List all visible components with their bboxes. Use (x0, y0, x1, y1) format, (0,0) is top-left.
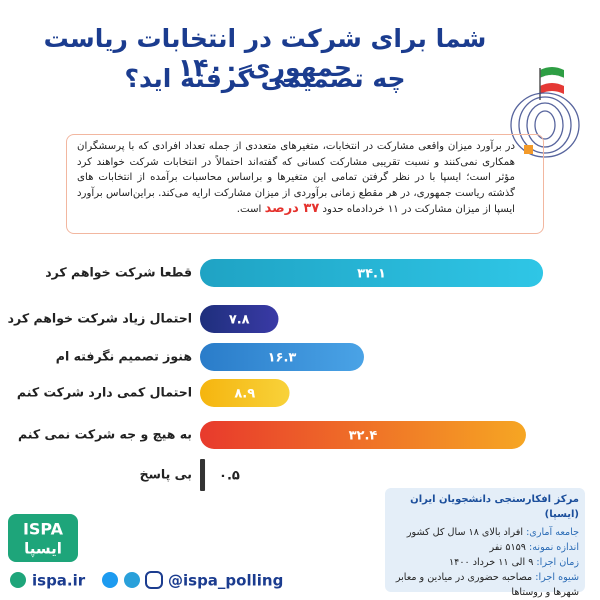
note-box: در برآورد میزان واقعی مشارکت در انتخابات… (66, 134, 544, 234)
info-box: مرکز افکارسنجی دانشجویان ایران (ایسپا) ج… (385, 488, 585, 598)
info-label: اندازه نمونه: (529, 542, 579, 553)
category-label: هنوز تصمیم نگرفته ام (56, 349, 192, 365)
value-label: ۳۴.۱ (357, 267, 386, 282)
category-label: احتمال کمی دارد شرکت کنم (17, 385, 192, 400)
bar (200, 379, 290, 407)
note-text: در برآورد میزان واقعی مشارکت در انتخابات… (77, 141, 515, 199)
instagram-icon (145, 571, 163, 589)
logo-latin: ISPA (23, 520, 64, 539)
twitter-icon (102, 572, 118, 588)
category-label: احتمال زیاد شرکت خواهم کرد (8, 311, 192, 326)
info-value: افراد بالای ۱۸ سال کل کشور (406, 527, 524, 538)
bar (200, 421, 526, 449)
info-title: مرکز افکارسنجی دانشجویان ایران (ایسپا) (410, 494, 579, 520)
value-label: ۳۲.۴ (349, 429, 378, 444)
value-label: ۰.۵ (219, 469, 240, 484)
info-row: اندازه نمونه: ۵۱۵۹ نفر (391, 540, 579, 555)
logo-persian: ایسپا (24, 540, 62, 559)
info-row: جامعه آماری: افراد بالای ۱۸ سال کل کشور (391, 525, 579, 540)
info-label: زمان اجرا: (536, 557, 579, 568)
site: ispa.ir (32, 572, 86, 590)
telegram-icon (124, 572, 140, 588)
info-value: مصاحبه حضوری در میادین و معابر شهرها و ر… (395, 572, 579, 598)
note-conclusion: براین‌اساس برآورد ایسپا از میزان مشارکت … (77, 187, 515, 216)
flag-icon (510, 67, 580, 158)
info-value: ۵۱۵۹ نفر (489, 542, 526, 553)
logo-box (8, 514, 78, 562)
title-line: چه تصمیمی گرفته اید؟ (124, 64, 406, 93)
info-label: شیوه اجرا: (535, 572, 579, 583)
category-label: به هیچ و جه شرکت نمی کنم (18, 427, 192, 442)
value-label: ۱۶.۳ (268, 351, 297, 366)
bar (200, 259, 544, 287)
note-conclusion-end: است. (236, 204, 262, 215)
bar (200, 343, 364, 371)
bar (200, 305, 279, 333)
info-label: جامعه آماری: (526, 527, 579, 538)
note-highlight: ۳۷ درصد (264, 201, 320, 216)
handle: @ispa_polling (168, 572, 283, 590)
category-label: قطعا شرکت خواهم کرد (45, 265, 192, 280)
bullet (524, 145, 533, 154)
value-label: ۸.۹ (234, 387, 255, 402)
title-line: شما برای شرکت در انتخابات ریاست جمهوری ۱… (43, 24, 487, 82)
web-icon (10, 572, 26, 588)
info-row: زمان اجرا: ۹ الی ۱۱ خرداد ۱۴۰۰ (391, 555, 579, 570)
category-label: بی پاسخ (140, 467, 192, 482)
info-row: شیوه اجرا: مصاحبه حضوری در میادین و معاب… (391, 570, 579, 600)
info-value: ۹ الی ۱۱ خرداد ۱۴۰۰ (449, 557, 534, 568)
value-label: ۷.۸ (229, 313, 250, 328)
bar (200, 459, 206, 491)
